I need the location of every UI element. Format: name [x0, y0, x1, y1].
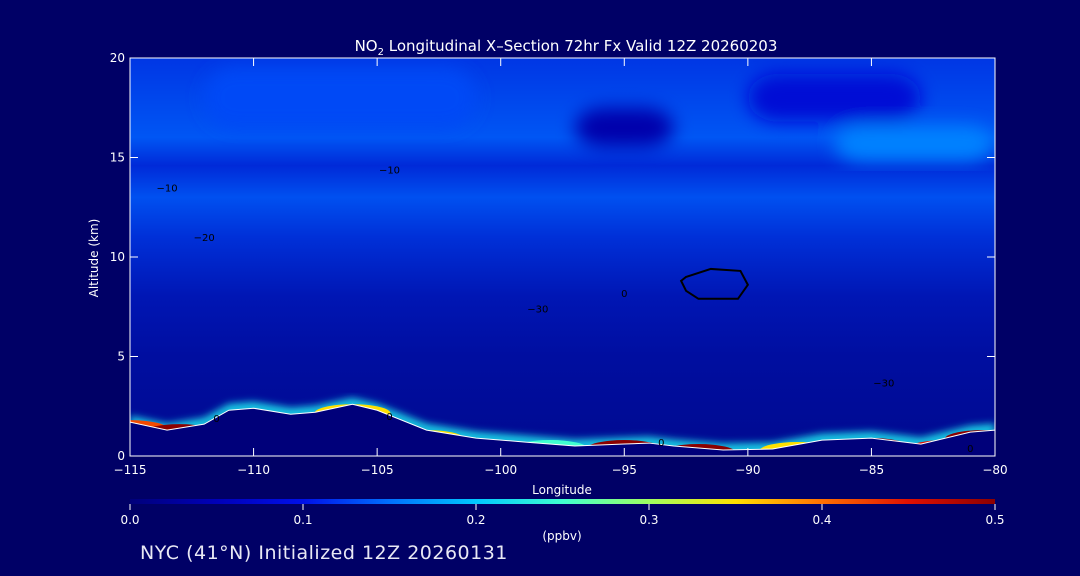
concentration-band-0	[204, 67, 476, 128]
colorbar-ticks: 0.0 0.1 0.2 0.3 0.4 0.5	[120, 504, 1005, 527]
x-tick-label-5: −90	[735, 463, 760, 477]
contour-label-2: 0	[386, 412, 392, 423]
title-species: NO	[355, 37, 378, 55]
x-axis: −115 −110 −105 −100 −95 −90 −85 −80	[114, 58, 1008, 477]
chart-title: NO2 Longitudinal X–Section 72hr Fx Valid…	[355, 37, 778, 58]
y-axis: 0 5 10 15 20	[110, 51, 995, 463]
y-tick-label-3: 15	[110, 151, 125, 165]
colorbar-tick-label-3: 0.3	[639, 513, 658, 527]
contour-label-6: −20	[194, 233, 215, 244]
colorbar: 0.0 0.1 0.2 0.3 0.4 0.5 (ppbv)	[120, 499, 1005, 543]
concentration-bands	[204, 67, 995, 162]
title-species-subscript: 2	[378, 47, 384, 58]
y-tick-label-1: 5	[117, 350, 125, 364]
x-tick-label-1: −110	[237, 463, 270, 477]
y-tick-label-0: 0	[117, 449, 125, 463]
contour-label-4: −10	[157, 183, 178, 194]
terrain-outline	[130, 403, 995, 451]
x-tick-label-6: −85	[859, 463, 884, 477]
contour-label-3: 0	[213, 414, 219, 425]
contour-label-8: −30	[873, 378, 894, 389]
colorbar-label: (ppbv)	[542, 529, 581, 543]
contour-label-7: −30	[527, 305, 548, 316]
contour-label-9: 0	[621, 289, 627, 300]
x-tick-label-3: −100	[484, 463, 517, 477]
x-tick-label-4: −95	[612, 463, 637, 477]
colorbar-tick-label-2: 0.2	[466, 513, 485, 527]
surface-layer	[130, 398, 995, 456]
concentration-band-3	[574, 107, 674, 148]
x-tick-label-7: −80	[982, 463, 1007, 477]
initialization-caption: NYC (41°N) Initialized 12Z 20260131	[140, 542, 508, 564]
y-tick-label-4: 20	[110, 51, 125, 65]
contour-label-0: 0	[658, 438, 664, 449]
colorbar-tick-label-0: 0.0	[120, 513, 139, 527]
y-axis-label: Altitude (km)	[87, 219, 101, 298]
closed-contour	[679, 267, 750, 300]
concentration-band-1	[834, 125, 995, 162]
colorbar-tick-label-1: 0.1	[293, 513, 312, 527]
colorbar-tick-label-4: 0.4	[812, 513, 831, 527]
contour-label-5: −10	[379, 165, 400, 176]
plot-area: 0 0 0 0 −10 −10 −20 −30 −30 0	[130, 58, 995, 456]
terrain	[130, 404, 995, 456]
x-tick-label-2: −105	[361, 463, 394, 477]
contour-lines: 0 0 0 0 −10 −10 −20 −30 −30 0	[157, 165, 974, 455]
x-axis-label: Longitude	[532, 483, 592, 497]
concentration-band-2	[747, 73, 921, 122]
contour-label-1: 0	[967, 444, 973, 455]
colorbar-ramp	[130, 499, 995, 504]
title-rest: Longitudinal X–Section 72hr Fx Valid 12Z…	[384, 37, 777, 55]
x-tick-label-0: −115	[114, 463, 147, 477]
y-tick-label-2: 10	[110, 250, 125, 264]
colorbar-tick-label-5: 0.5	[985, 513, 1004, 527]
